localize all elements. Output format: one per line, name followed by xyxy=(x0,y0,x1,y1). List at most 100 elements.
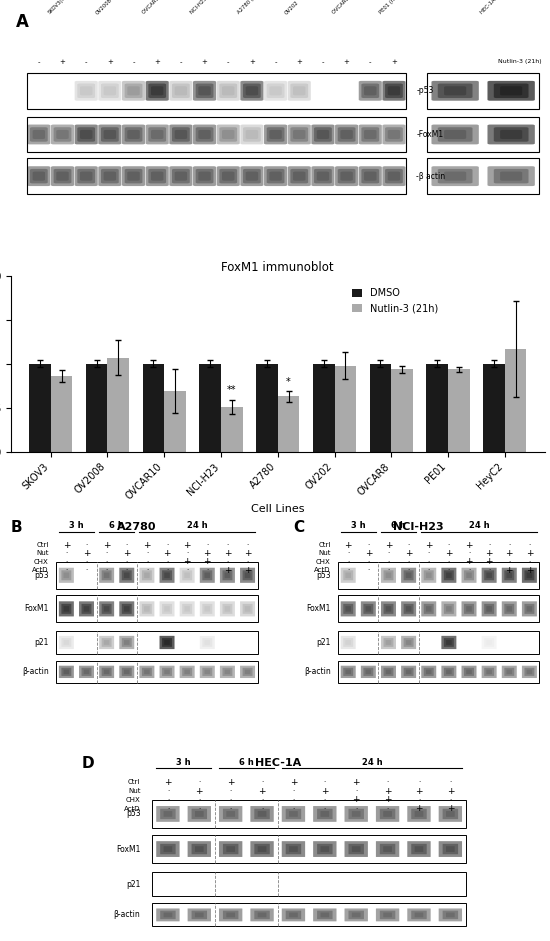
FancyBboxPatch shape xyxy=(81,668,91,676)
Text: +: + xyxy=(163,549,170,558)
Text: ·: · xyxy=(448,542,450,548)
FancyBboxPatch shape xyxy=(163,846,172,852)
FancyBboxPatch shape xyxy=(164,670,170,674)
FancyBboxPatch shape xyxy=(59,567,74,582)
Text: **: ** xyxy=(227,386,236,395)
FancyBboxPatch shape xyxy=(345,670,351,674)
FancyBboxPatch shape xyxy=(313,908,337,921)
FancyBboxPatch shape xyxy=(175,130,187,139)
FancyBboxPatch shape xyxy=(293,87,305,95)
FancyBboxPatch shape xyxy=(222,604,233,614)
FancyBboxPatch shape xyxy=(500,87,522,95)
FancyBboxPatch shape xyxy=(335,124,358,144)
FancyBboxPatch shape xyxy=(104,606,109,612)
FancyBboxPatch shape xyxy=(446,913,455,917)
FancyBboxPatch shape xyxy=(522,567,537,582)
FancyBboxPatch shape xyxy=(98,167,122,186)
FancyBboxPatch shape xyxy=(151,130,163,139)
Text: +: + xyxy=(465,557,473,566)
Bar xyxy=(483,364,505,452)
FancyBboxPatch shape xyxy=(285,911,301,919)
FancyBboxPatch shape xyxy=(288,124,311,144)
FancyBboxPatch shape xyxy=(258,811,266,817)
FancyBboxPatch shape xyxy=(200,665,215,678)
FancyBboxPatch shape xyxy=(28,124,51,144)
FancyBboxPatch shape xyxy=(525,668,535,676)
Text: Nut: Nut xyxy=(318,550,331,556)
Text: β-actin: β-actin xyxy=(304,667,331,677)
Text: ·: · xyxy=(418,797,420,803)
FancyBboxPatch shape xyxy=(340,130,353,139)
FancyBboxPatch shape xyxy=(75,81,98,101)
Text: B: B xyxy=(11,519,23,534)
FancyBboxPatch shape xyxy=(466,670,472,674)
FancyBboxPatch shape xyxy=(193,167,216,186)
Text: ·: · xyxy=(229,797,232,803)
FancyBboxPatch shape xyxy=(446,846,455,852)
FancyBboxPatch shape xyxy=(361,84,379,98)
FancyBboxPatch shape xyxy=(466,572,472,578)
Text: ·: · xyxy=(529,559,531,565)
FancyBboxPatch shape xyxy=(51,167,74,186)
FancyBboxPatch shape xyxy=(383,811,392,817)
FancyBboxPatch shape xyxy=(125,168,142,183)
FancyBboxPatch shape xyxy=(240,665,255,678)
FancyBboxPatch shape xyxy=(64,572,69,578)
Text: β-actin: β-actin xyxy=(22,667,49,677)
FancyBboxPatch shape xyxy=(122,668,131,676)
FancyBboxPatch shape xyxy=(345,606,351,612)
Text: +: + xyxy=(321,787,328,795)
Bar xyxy=(107,358,129,452)
Text: C: C xyxy=(293,519,304,534)
Text: A2780 (wt): A2780 (wt) xyxy=(236,0,261,15)
Bar xyxy=(338,562,540,589)
FancyBboxPatch shape xyxy=(103,130,116,139)
FancyBboxPatch shape xyxy=(160,567,174,582)
Bar xyxy=(29,364,51,452)
Text: +: + xyxy=(258,787,266,795)
FancyBboxPatch shape xyxy=(188,841,211,857)
Bar xyxy=(278,396,299,452)
FancyBboxPatch shape xyxy=(119,601,134,616)
FancyBboxPatch shape xyxy=(144,606,150,612)
Text: Ctrl: Ctrl xyxy=(36,542,49,548)
Text: +: + xyxy=(227,778,234,787)
FancyBboxPatch shape xyxy=(180,665,195,678)
Text: ·: · xyxy=(166,559,168,565)
Text: ·: · xyxy=(448,559,450,565)
Text: ·: · xyxy=(355,805,358,812)
Text: +: + xyxy=(505,566,513,575)
Text: 24 h: 24 h xyxy=(469,521,490,530)
FancyBboxPatch shape xyxy=(426,572,432,578)
FancyBboxPatch shape xyxy=(200,567,215,582)
FancyBboxPatch shape xyxy=(364,130,377,139)
Text: ·: · xyxy=(65,567,68,573)
FancyBboxPatch shape xyxy=(406,640,411,645)
FancyBboxPatch shape xyxy=(349,844,364,854)
FancyBboxPatch shape xyxy=(220,665,235,678)
Text: 24 h: 24 h xyxy=(187,521,207,530)
FancyBboxPatch shape xyxy=(431,167,479,186)
FancyBboxPatch shape xyxy=(169,124,192,144)
Text: +: + xyxy=(82,549,90,558)
Text: ·: · xyxy=(146,550,148,556)
Text: +: + xyxy=(447,787,454,795)
Text: 6 h: 6 h xyxy=(391,521,406,530)
FancyBboxPatch shape xyxy=(180,567,195,582)
Text: -FoxM1: -FoxM1 xyxy=(416,130,444,139)
FancyBboxPatch shape xyxy=(431,124,479,144)
FancyBboxPatch shape xyxy=(526,670,532,674)
FancyBboxPatch shape xyxy=(364,87,377,95)
Text: +: + xyxy=(465,540,473,550)
FancyBboxPatch shape xyxy=(139,665,155,678)
FancyBboxPatch shape xyxy=(227,811,235,817)
Text: ·: · xyxy=(508,542,510,548)
FancyBboxPatch shape xyxy=(439,806,462,821)
FancyBboxPatch shape xyxy=(195,811,204,817)
FancyBboxPatch shape xyxy=(439,908,462,921)
Text: *: * xyxy=(286,376,291,387)
FancyBboxPatch shape xyxy=(146,124,169,144)
FancyBboxPatch shape xyxy=(444,604,454,614)
FancyBboxPatch shape xyxy=(343,638,353,646)
FancyBboxPatch shape xyxy=(484,570,494,581)
